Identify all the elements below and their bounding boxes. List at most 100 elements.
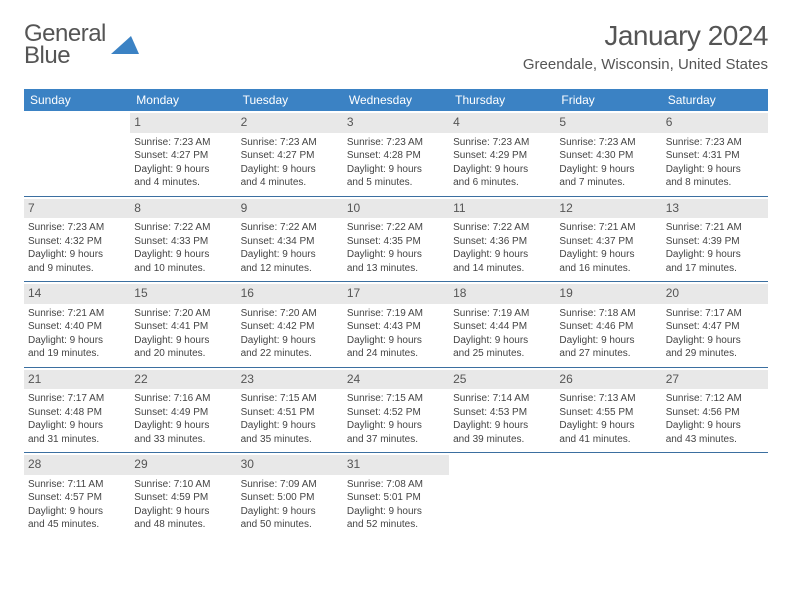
sunset-line: Sunset: 4:46 PM bbox=[559, 320, 657, 333]
sunrise-line: Sunrise: 7:10 AM bbox=[134, 478, 232, 491]
daylight-line: and 19 minutes. bbox=[28, 347, 126, 360]
day-number: 20 bbox=[662, 284, 768, 304]
sunrise-line: Sunrise: 7:19 AM bbox=[453, 307, 551, 320]
weekday-header: Monday bbox=[130, 89, 236, 111]
weekday-header: Saturday bbox=[662, 89, 768, 111]
daylight-line: and 10 minutes. bbox=[134, 262, 232, 275]
day-cell: 23Sunrise: 7:15 AMSunset: 4:51 PMDayligh… bbox=[237, 367, 343, 453]
day-cell bbox=[555, 452, 661, 538]
daylight-line: Daylight: 9 hours bbox=[347, 505, 445, 518]
day-number: 28 bbox=[24, 455, 130, 475]
day-number: 30 bbox=[237, 455, 343, 475]
weekday-header: Tuesday bbox=[237, 89, 343, 111]
month-title: January 2024 bbox=[523, 20, 768, 52]
day-cell: 31Sunrise: 7:08 AMSunset: 5:01 PMDayligh… bbox=[343, 452, 449, 538]
day-number: 18 bbox=[449, 284, 555, 304]
day-cell: 2Sunrise: 7:23 AMSunset: 4:27 PMDaylight… bbox=[237, 111, 343, 196]
day-cell: 27Sunrise: 7:12 AMSunset: 4:56 PMDayligh… bbox=[662, 367, 768, 453]
week-row: 1Sunrise: 7:23 AMSunset: 4:27 PMDaylight… bbox=[24, 111, 768, 196]
day-number: 31 bbox=[343, 455, 449, 475]
day-number: 16 bbox=[237, 284, 343, 304]
sunset-line: Sunset: 4:41 PM bbox=[134, 320, 232, 333]
header: General Blue January 2024 Greendale, Wis… bbox=[24, 20, 768, 73]
day-number: 8 bbox=[130, 199, 236, 219]
daylight-line: Daylight: 9 hours bbox=[453, 334, 551, 347]
sunset-line: Sunset: 4:31 PM bbox=[666, 149, 764, 162]
sunrise-line: Sunrise: 7:23 AM bbox=[134, 136, 232, 149]
sunset-line: Sunset: 4:59 PM bbox=[134, 491, 232, 504]
day-number: 15 bbox=[130, 284, 236, 304]
sunset-line: Sunset: 4:40 PM bbox=[28, 320, 126, 333]
day-number: 22 bbox=[130, 370, 236, 390]
day-cell bbox=[449, 452, 555, 538]
day-number: 12 bbox=[555, 199, 661, 219]
day-cell bbox=[662, 452, 768, 538]
sunrise-line: Sunrise: 7:21 AM bbox=[559, 221, 657, 234]
day-number: 3 bbox=[343, 113, 449, 133]
sunset-line: Sunset: 4:37 PM bbox=[559, 235, 657, 248]
day-cell: 11Sunrise: 7:22 AMSunset: 4:36 PMDayligh… bbox=[449, 196, 555, 282]
daylight-line: Daylight: 9 hours bbox=[453, 419, 551, 432]
day-cell: 12 Sunrise: 7:21 AMSunset: 4:37 PMDayligh… bbox=[555, 196, 661, 282]
sunrise-line: Sunrise: 7:21 AM bbox=[666, 221, 764, 234]
sunrise-line: Sunrise: 7:23 AM bbox=[666, 136, 764, 149]
daylight-line: and 8 minutes. bbox=[666, 176, 764, 189]
sunset-line: Sunset: 4:33 PM bbox=[134, 235, 232, 248]
daylight-line: and 24 minutes. bbox=[347, 347, 445, 360]
day-number: 4 bbox=[449, 113, 555, 133]
daylight-line: and 9 minutes. bbox=[28, 262, 126, 275]
day-number: 7 bbox=[24, 199, 130, 219]
sunrise-line: Sunrise: 7:20 AM bbox=[134, 307, 232, 320]
daylight-line: Daylight: 9 hours bbox=[241, 334, 339, 347]
daylight-line: and 33 minutes. bbox=[134, 433, 232, 446]
sunrise-line: Sunrise: 7:09 AM bbox=[241, 478, 339, 491]
day-number: 19 bbox=[555, 284, 661, 304]
daylight-line: and 20 minutes. bbox=[134, 347, 232, 360]
daylight-line: Daylight: 9 hours bbox=[134, 334, 232, 347]
sunrise-line: Sunrise: 7:13 AM bbox=[559, 392, 657, 405]
daylight-line: Daylight: 9 hours bbox=[559, 248, 657, 261]
daylight-line: and 13 minutes. bbox=[347, 262, 445, 275]
sunrise-line: Sunrise: 7:23 AM bbox=[347, 136, 445, 149]
day-number: 6 bbox=[662, 113, 768, 133]
sunrise-line: Sunrise: 7:22 AM bbox=[453, 221, 551, 234]
sunset-line: Sunset: 4:47 PM bbox=[666, 320, 764, 333]
day-number: 25 bbox=[449, 370, 555, 390]
day-cell: 6Sunrise: 7:23 AMSunset: 4:31 PMDaylight… bbox=[662, 111, 768, 196]
sunset-line: Sunset: 4:39 PM bbox=[666, 235, 764, 248]
sunset-line: Sunset: 5:00 PM bbox=[241, 491, 339, 504]
sunset-line: Sunset: 4:51 PM bbox=[241, 406, 339, 419]
daylight-line: Daylight: 9 hours bbox=[134, 248, 232, 261]
daylight-line: and 45 minutes. bbox=[28, 518, 126, 531]
sunset-line: Sunset: 4:43 PM bbox=[347, 320, 445, 333]
sunrise-line: Sunrise: 7:14 AM bbox=[453, 392, 551, 405]
daylight-line: Daylight: 9 hours bbox=[559, 334, 657, 347]
daylight-line: and 12 minutes. bbox=[241, 262, 339, 275]
week-row: 21Sunrise: 7:17 AMSunset: 4:48 PMDayligh… bbox=[24, 367, 768, 453]
logo: General Blue bbox=[24, 20, 139, 70]
day-cell: 22Sunrise: 7:16 AMSunset: 4:49 PMDayligh… bbox=[130, 367, 236, 453]
sunrise-line: Sunrise: 7:08 AM bbox=[347, 478, 445, 491]
sunset-line: Sunset: 4:56 PM bbox=[666, 406, 764, 419]
daylight-line: and 37 minutes. bbox=[347, 433, 445, 446]
daylight-line: Daylight: 9 hours bbox=[28, 334, 126, 347]
weekday-header: Sunday bbox=[24, 89, 130, 111]
calendar-grid: SundayMondayTuesdayWednesdayThursdayFrid… bbox=[24, 89, 768, 538]
day-cell: 1Sunrise: 7:23 AMSunset: 4:27 PMDaylight… bbox=[130, 111, 236, 196]
title-block: January 2024 Greendale, Wisconsin, Unite… bbox=[523, 20, 768, 73]
sunset-line: Sunset: 4:53 PM bbox=[453, 406, 551, 419]
daylight-line: and 22 minutes. bbox=[241, 347, 339, 360]
sunrise-line: Sunrise: 7:11 AM bbox=[28, 478, 126, 491]
sunrise-line: Sunrise: 7:23 AM bbox=[453, 136, 551, 149]
sunset-line: Sunset: 4:32 PM bbox=[28, 235, 126, 248]
day-number: 27 bbox=[662, 370, 768, 390]
daylight-line: and 27 minutes. bbox=[559, 347, 657, 360]
day-cell: 25 Sunrise: 7:14 AMSunset: 4:53 PMDayligh… bbox=[449, 367, 555, 453]
daylight-line: and 41 minutes. bbox=[559, 433, 657, 446]
daylight-line: Daylight: 9 hours bbox=[134, 419, 232, 432]
day-cell: 14Sunrise: 7:21 AMSunset: 4:40 PMDayligh… bbox=[24, 281, 130, 367]
daylight-line: Daylight: 9 hours bbox=[241, 505, 339, 518]
day-number: 29 bbox=[130, 455, 236, 475]
day-cell: 26Sunrise: 7:13 AMSunset: 4:55 PMDayligh… bbox=[555, 367, 661, 453]
sunset-line: Sunset: 4:49 PM bbox=[134, 406, 232, 419]
